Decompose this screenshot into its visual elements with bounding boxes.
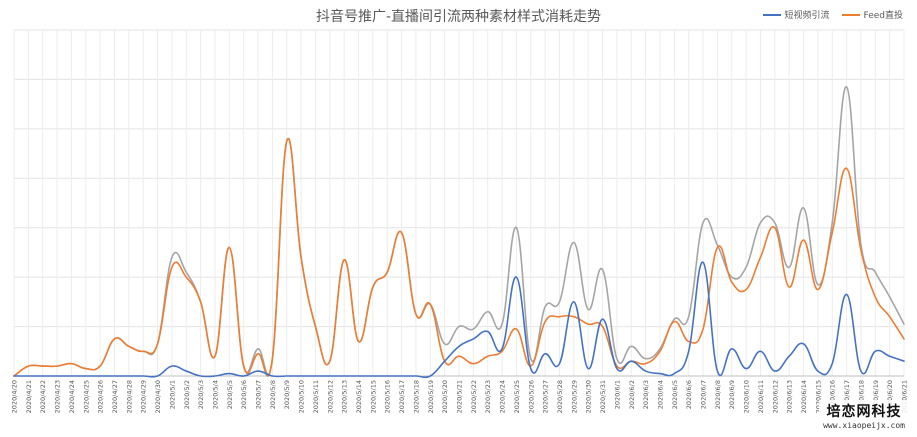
legend-label-feed: Feed直投: [863, 11, 903, 21]
x-tick-label: 2020/4/28: [125, 380, 133, 413]
x-tick-label: 2020/6/19: [872, 380, 880, 413]
x-tick-label: 2020/5/11: [312, 380, 320, 413]
x-tick-label: 2020/6/3: [642, 380, 650, 409]
x-tick-label: 2020/6/2: [628, 380, 636, 409]
x-tick-label: 2020/5/4: [211, 380, 219, 409]
x-tick-label: 2020/5/28: [556, 380, 564, 413]
x-tick-label: 2020/5/3: [197, 380, 205, 409]
legend-item-feed: Feed直投: [841, 8, 903, 21]
x-tick-label: 2020/4/27: [111, 380, 119, 413]
x-tick-label: 2020/6/13: [786, 380, 794, 413]
x-tick-label: 2020/5/24: [499, 380, 507, 413]
grid-layer: [13, 29, 905, 376]
x-tick-label: 2020/5/17: [398, 380, 406, 413]
x-tick-label: 2020/6/8: [714, 380, 722, 409]
x-tick-label: 2020/6/6: [685, 380, 693, 409]
x-tick-label: 2020/6/10: [743, 380, 751, 413]
series-line-feed: [13, 137, 905, 377]
x-tick-label: 2020/4/23: [54, 380, 62, 413]
x-tick-label: 2020/5/23: [484, 380, 492, 413]
x-tick-label: 2020/6/5: [671, 380, 679, 409]
x-tick-label: 2020/4/24: [68, 380, 76, 413]
x-tick-label: 2020/6/1: [613, 380, 621, 409]
chart-title: 抖音号推广-直播间引流两种素材样式消耗走势: [315, 9, 602, 25]
series-line-total: [13, 86, 905, 377]
x-tick-label: 2020/5/21: [456, 380, 464, 413]
legend-label-short-video: 短视频引流: [784, 11, 830, 21]
x-tick-label: 2020/4/30: [154, 380, 162, 413]
x-tick-label: 2020/6/17: [843, 380, 851, 413]
x-tick-label: 2020/4/20: [11, 380, 19, 413]
x-tick-label: 2020/5/7: [255, 380, 263, 409]
x-tick-label: 2020/5/8: [269, 380, 277, 409]
x-tick-label: 2020/6/12: [771, 380, 779, 413]
x-tick-label: 2020/5/15: [369, 380, 377, 413]
x-tick-label: 2020/5/31: [599, 380, 607, 413]
x-tick-label: 2020/5/16: [384, 380, 392, 413]
x-tick-label: 2020/5/9: [283, 380, 291, 409]
x-tick-label: 2020/5/22: [470, 380, 478, 413]
x-tick-label: 2020/4/25: [82, 380, 90, 413]
tick-layer: 2020/4/20 2020/4/21 2020/4/22 2020/4/23 2020…: [11, 380, 909, 413]
watermark-text: 培恋网科技: [826, 404, 902, 420]
legend-swatch-short-video: [762, 13, 781, 16]
x-tick-label: 2020/5/29: [570, 380, 578, 413]
x-tick-label: 2020/5/20: [441, 380, 449, 413]
series-layer: [13, 86, 905, 379]
x-tick-label: 2020/6/14: [800, 380, 808, 413]
x-tick-label: 2020/6/16: [829, 380, 837, 413]
x-tick-label: 2020/6/11: [757, 380, 765, 413]
legend: 短视频引流 Feed直投: [762, 8, 903, 21]
x-tick-label: 2020/5/26: [527, 380, 535, 413]
x-tick-label: 2020/5/2: [183, 380, 191, 409]
x-tick-label: 2020/5/13: [341, 380, 349, 413]
x-tick-label: 2020/6/9: [728, 380, 736, 409]
x-tick-label: 2020/6/18: [857, 380, 865, 413]
x-tick-label: 2020/5/19: [427, 380, 435, 413]
x-tick-label: 2020/5/27: [542, 380, 550, 413]
x-tick-label: 2020/5/14: [355, 380, 363, 413]
x-tick-label: 2020/4/29: [140, 380, 148, 413]
x-tick-label: 2020/5/5: [226, 380, 234, 409]
legend-item-short-video: 短视频引流: [762, 8, 830, 21]
x-tick-label: 2020/5/1: [168, 380, 176, 409]
x-tick-label: 2020/5/10: [298, 380, 306, 413]
x-tick-label: 2020/4/22: [39, 380, 47, 413]
watermark: 培恋网科技 www.xiaopeijx.com: [819, 400, 909, 431]
x-tick-label: 2020/5/30: [585, 380, 593, 413]
x-tick-label: 2020/5/6: [240, 380, 248, 409]
x-tick-label: 2020/5/25: [513, 380, 521, 413]
x-tick-label: 2020/6/20: [886, 380, 894, 413]
watermark-url: www.xiaopeijx.com: [823, 421, 905, 430]
legend-swatch-feed: [841, 13, 860, 16]
x-tick-label: 2020/6/7: [700, 380, 708, 409]
x-tick-label: 2020/5/18: [412, 380, 420, 413]
x-tick-label: 2020/4/21: [25, 380, 33, 413]
x-tick-label: 2020/6/4: [656, 380, 664, 409]
x-tick-label: 2020/5/12: [326, 380, 334, 413]
x-tick-label: 2020/6/21: [901, 380, 909, 413]
x-tick-label: 2020/4/26: [97, 380, 105, 413]
x-tick-label: 2020/6/15: [814, 380, 822, 413]
series-line-short-video: [13, 261, 905, 379]
